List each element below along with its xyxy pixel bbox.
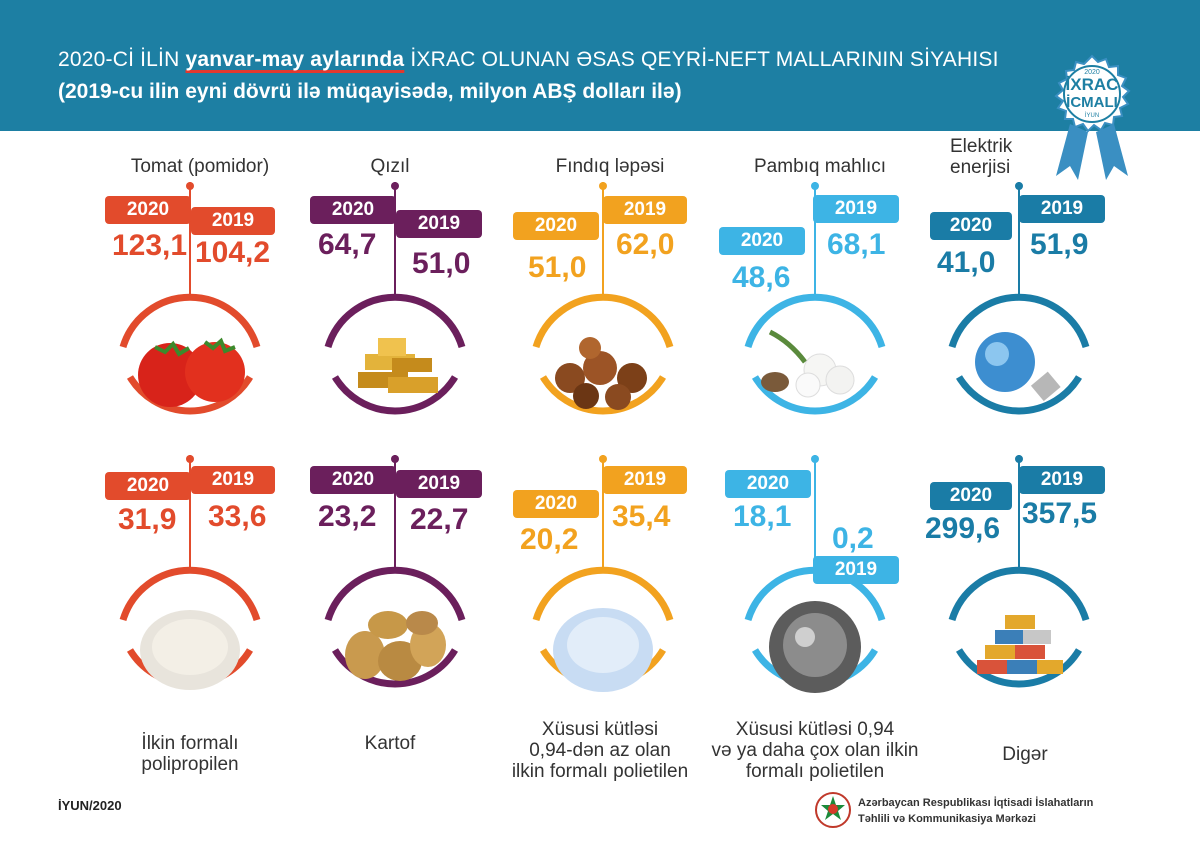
card-diger-graphic (948, 455, 1090, 688)
footer-date: İYUN/2020 (58, 798, 122, 813)
label-tomat: Tomat (pomidor) (130, 156, 270, 177)
pill-2020-polietilen1: 2020 (513, 490, 599, 518)
value-2019-elektrik: 51,9 (1030, 228, 1089, 261)
value-2019-tomat: 104,2 (195, 236, 271, 269)
pill-2019-elektrik: 2019 (1019, 195, 1105, 223)
label-findiq: Fındıq ləpəsi (555, 156, 665, 177)
badge-month: İYUN (1085, 112, 1099, 119)
value-2020-elektrik: 41,0 (937, 246, 996, 279)
value-2019-diger: 357,5 (1022, 497, 1098, 530)
page-title: 2020-Cİ İLİN yanvar-may aylarında İXRAC … (58, 48, 999, 71)
value-2019-pambiq: 68,1 (827, 228, 886, 261)
label-kartof: Kartof (364, 733, 416, 754)
label-polietilen2: Xüsusi kütləsi 0,94 və ya daha çox olan i… (711, 719, 919, 782)
value-2020-findiq: 51,0 (528, 251, 587, 284)
value-2019-polietilen1: 35,4 (612, 500, 671, 533)
value-2020-tomat: 123,1 (112, 229, 188, 262)
badge-year: 2020 (1084, 69, 1100, 76)
pill-2020-findiq: 2020 (513, 212, 599, 240)
header-banner: 2020-Cİ İLİN yanvar-may aylarında İXRAC … (0, 0, 1200, 131)
label-pambiq: Pambıq mahlıcı (754, 156, 886, 177)
label-polipropilen: İlkin formalı polipropilen (141, 733, 239, 775)
value-2019-findiq: 62,0 (616, 228, 675, 261)
card-polietilen1-graphic (532, 455, 674, 692)
value-2019-qizil: 51,0 (412, 247, 471, 280)
label-polietilen1: Xüsusi kütləsi 0,94-dən az olan ilkin form… (511, 719, 689, 782)
pill-2019-qizil: 2019 (396, 210, 482, 238)
value-2019-polipropilen: 33,6 (208, 500, 267, 533)
value-2020-pambiq: 48,6 (732, 261, 791, 294)
card-pambiq-graphic (744, 182, 886, 415)
pill-2020-tomat: 2020 (105, 196, 191, 224)
card-qizil-graphic (324, 182, 466, 415)
card-polipropilen-graphic (119, 455, 261, 690)
card-polietilen2-graphic (744, 455, 886, 693)
pill-2019-polietilen1: 2019 (603, 466, 687, 494)
pill-2020-kartof: 2020 (310, 466, 396, 494)
label-qizil: Qızıl (370, 156, 410, 177)
pill-2019-kartof: 2019 (396, 470, 482, 498)
value-2020-qizil: 64,7 (318, 228, 377, 261)
pill-2020-polietilen2: 2020 (725, 470, 811, 498)
emblem-icon (815, 792, 851, 828)
footer-org: Azərbaycan Respublikası İqtisadi İslahat… (858, 797, 1094, 825)
label-diger: Digər (1002, 744, 1048, 765)
badge-line2: İCMALI (1066, 94, 1118, 111)
pill-2020-qizil: 2020 (310, 196, 396, 224)
value-2019-kartof: 22,7 (410, 503, 469, 536)
pill-2019-tomat: 2019 (191, 207, 275, 235)
page-subtitle: (2019-cu ilin eyni dövrü ilə müqayisədə,… (58, 80, 682, 103)
ixrac-icmali-badge-icon: 2020 İXRAC İCMALI İYUN (1054, 54, 1131, 180)
pill-2019-diger: 2019 (1019, 466, 1105, 494)
pill-2020-pambiq: 2020 (719, 227, 805, 255)
pill-2019-findiq: 2019 (603, 196, 687, 224)
value-2020-kartof: 23,2 (318, 500, 377, 533)
title-highlight: yanvar-may aylarında (185, 48, 405, 71)
value-2019-polietilen2: 0,2 (832, 522, 874, 555)
card-findiq-graphic (532, 182, 674, 415)
pill-2020-elektrik: 2020 (930, 212, 1012, 240)
pill-2019-polipropilen: 2019 (191, 466, 275, 494)
badge-line1: İXRAC (1066, 75, 1119, 94)
pill-2020-diger: 2020 (930, 482, 1012, 510)
pill-2019-polietilen2: 2019 (813, 556, 899, 584)
value-2020-polipropilen: 31,9 (118, 503, 177, 536)
value-2020-polietilen1: 20,2 (520, 523, 579, 556)
pill-2020-polipropilen: 2020 (105, 472, 191, 500)
value-2020-polietilen2: 18,1 (733, 500, 792, 533)
label-elektrik: Elektrik enerjisi (950, 136, 1013, 178)
pill-2019-pambiq: 2019 (813, 195, 899, 223)
card-elektrik-graphic (948, 182, 1090, 415)
value-2020-diger: 299,6 (925, 512, 1001, 545)
